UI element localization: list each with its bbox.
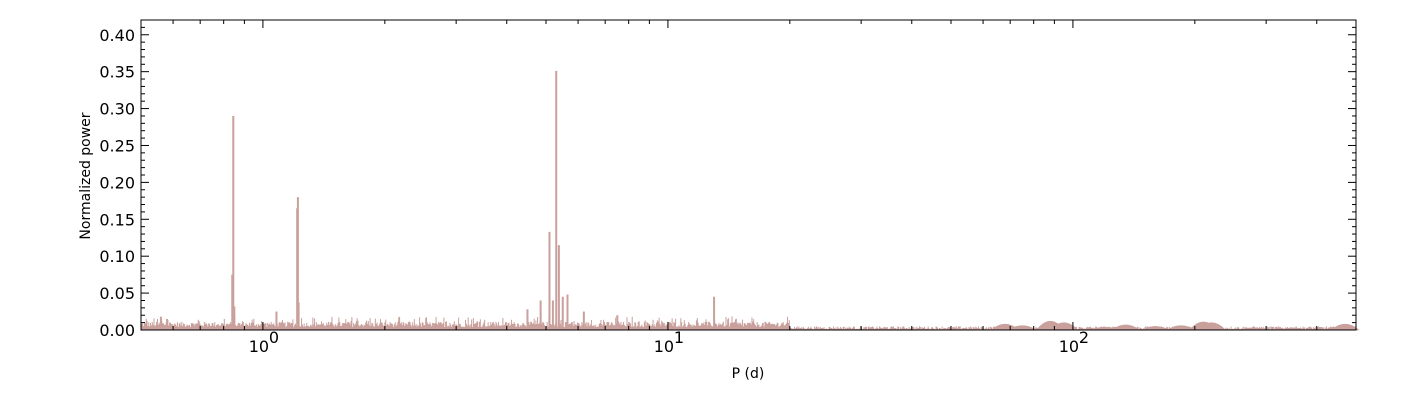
- y-axis-label: Normalized power: [78, 112, 94, 239]
- y-tick-labels: 0.00 0.05 0.10 0.15 0.20 0.25 0.30 0.35 0.40: [99, 26, 135, 340]
- x-axis-label: P (d): [732, 366, 765, 382]
- plot-frame: [140, 19, 1357, 331]
- x-tick-labels: 10 0 10 1 10 2: [249, 328, 1089, 356]
- y-tick-label: 0.30: [99, 100, 135, 119]
- x-tick-label: 10: [1059, 337, 1079, 356]
- y-tick-label: 0.20: [99, 173, 135, 192]
- y-tick-label: 0.10: [99, 247, 135, 266]
- hump-12: [1330, 323, 1360, 331]
- axis-ticks: [140, 19, 1357, 331]
- hump-5: [1110, 324, 1141, 331]
- x-tick-label: 10: [249, 337, 269, 356]
- x-tick-exponent: 1: [674, 328, 684, 347]
- y-tick-label: 0.05: [99, 284, 135, 303]
- power-series: [140, 70, 1360, 331]
- x-tick-label: 10: [654, 337, 674, 356]
- y-tick-label: 0.25: [99, 136, 135, 155]
- y-tick-label: 0.00: [99, 321, 135, 340]
- x-tick-exponent: 2: [1079, 328, 1089, 347]
- y-tick-label: 0.40: [99, 26, 135, 45]
- x-tick-exponent: 0: [269, 328, 279, 347]
- y-tick-label: 0.15: [99, 210, 135, 229]
- y-tick-label: 0.35: [99, 63, 135, 82]
